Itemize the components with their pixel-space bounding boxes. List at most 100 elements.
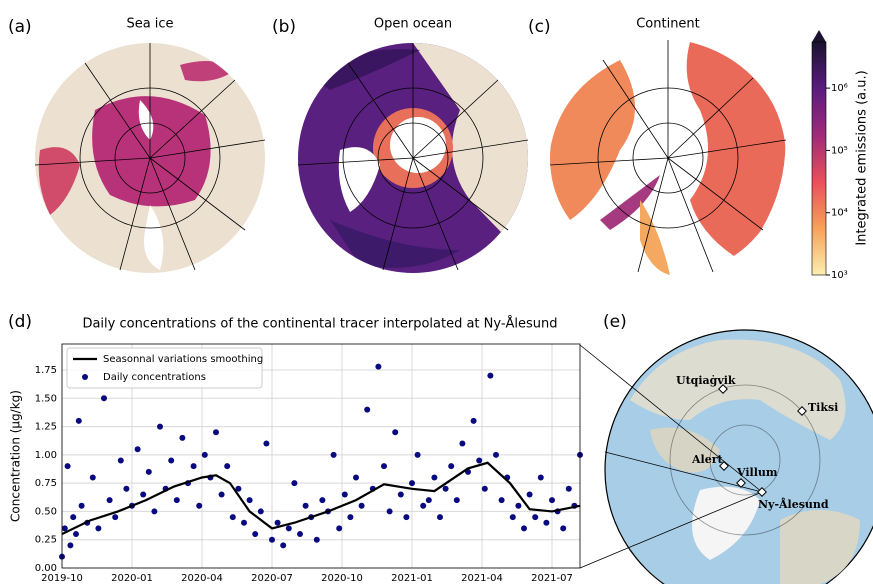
data-point <box>252 531 259 538</box>
y-axis-label: Concentration (µg/kg) <box>9 390 23 522</box>
panel-label: (e) <box>603 312 627 332</box>
colorbar-tick-label: 10³ <box>831 270 848 281</box>
chart-d: (d) Daily concentrations of the continen… <box>8 312 583 584</box>
map-b <box>297 43 529 273</box>
data-point <box>235 485 242 492</box>
data-point <box>403 514 410 521</box>
data-point <box>218 491 225 498</box>
x-tick-label: 2020-10 <box>321 573 363 584</box>
data-point <box>543 519 550 526</box>
data-point <box>437 514 443 521</box>
data-point <box>409 480 415 487</box>
data-point <box>347 514 354 521</box>
panel-label: (d) <box>8 312 32 332</box>
legend-label: Seasonnal variations smoothing <box>103 354 263 365</box>
data-point <box>78 502 85 509</box>
y-tick-label: 0.50 <box>35 506 57 517</box>
data-point <box>353 474 359 481</box>
colorbar-tick-label: 10⁴ <box>831 208 848 219</box>
data-point <box>89 474 96 481</box>
data-point <box>526 491 533 498</box>
panel-label: (b) <box>272 17 296 37</box>
data-point <box>341 491 348 498</box>
data-point <box>521 525 527 532</box>
data-point <box>179 434 186 441</box>
data-point <box>64 463 71 470</box>
plot-frame <box>61 343 581 569</box>
x-tick-label: 2019-10 <box>41 573 83 584</box>
colorbar-label: Integrated emissions (a.u.) <box>855 70 870 245</box>
data-point <box>291 480 298 487</box>
data-point <box>269 536 275 543</box>
data-point <box>425 497 432 504</box>
panel-label: (c) <box>528 17 551 37</box>
data-point <box>246 497 253 504</box>
panel-title: Sea ice <box>126 17 173 32</box>
station-label: Tiksi <box>808 401 838 414</box>
data-point <box>560 525 567 532</box>
data-point <box>257 508 264 515</box>
y-tick-label: 1.50 <box>35 393 57 404</box>
data-point <box>73 531 79 538</box>
data-point <box>173 497 180 504</box>
data-point <box>414 451 421 458</box>
data-point <box>106 497 113 504</box>
smoothing-line <box>61 461 581 536</box>
data-point <box>375 363 382 370</box>
station-label: Utqiaġvik <box>676 374 736 387</box>
data-point <box>140 491 147 498</box>
panel-title: Continent <box>636 17 700 32</box>
data-point <box>263 440 270 447</box>
data-point <box>397 491 404 498</box>
data-point <box>190 463 197 470</box>
data-point <box>470 417 477 424</box>
data-point <box>123 485 130 492</box>
legend-label: Daily concentrations <box>103 372 206 383</box>
data-point <box>336 525 343 532</box>
data-point <box>101 395 107 402</box>
data-point <box>364 406 371 413</box>
data-point <box>515 502 522 509</box>
data-point <box>229 514 236 521</box>
legend-box <box>66 347 263 389</box>
data-point <box>453 497 460 504</box>
data-point <box>431 474 438 481</box>
station-label: Villum <box>736 466 778 479</box>
y-tick-label: 0.00 <box>35 563 57 574</box>
data-point <box>302 502 309 509</box>
x-tick-label: 2021-07 <box>531 573 573 584</box>
data-point <box>95 525 102 532</box>
map-a <box>34 43 266 273</box>
colorbar: Integrated emissions (a.u.) 10³ 10⁴ 10⁵ 10⁶ <box>811 30 870 281</box>
data-point <box>196 502 203 509</box>
y-tick-label: 0.25 <box>35 535 57 546</box>
data-point <box>381 463 387 470</box>
colorbar-tick-label: 10⁶ <box>831 83 848 94</box>
x-tick-label: 2021-04 <box>461 573 503 584</box>
station-label: Ny-Ålesund <box>758 497 829 511</box>
data-point <box>285 525 292 532</box>
data-point <box>386 508 393 515</box>
data-point <box>145 468 152 475</box>
data-point <box>358 502 365 509</box>
data-point <box>442 485 449 492</box>
data-point <box>117 457 124 464</box>
data-point <box>280 542 287 549</box>
y-tick-label: 1.25 <box>35 422 57 433</box>
panel-title: Open ocean <box>374 17 452 32</box>
data-point <box>297 531 303 538</box>
data-point <box>448 463 455 470</box>
map-e: Utqiaġvik Tiksi Alert Villum Ny-Ålesund … <box>579 312 873 584</box>
legend-swatch <box>82 374 88 380</box>
data-point <box>509 514 516 521</box>
data-point <box>168 457 175 464</box>
map-c <box>549 40 787 276</box>
data-point <box>459 440 466 447</box>
data-point <box>112 514 119 521</box>
data-point <box>565 485 572 492</box>
data-point <box>151 508 158 515</box>
y-tick-label: 1.00 <box>35 450 57 461</box>
y-tick-label: 1.75 <box>35 365 57 376</box>
panel-label: (a) <box>8 17 32 37</box>
